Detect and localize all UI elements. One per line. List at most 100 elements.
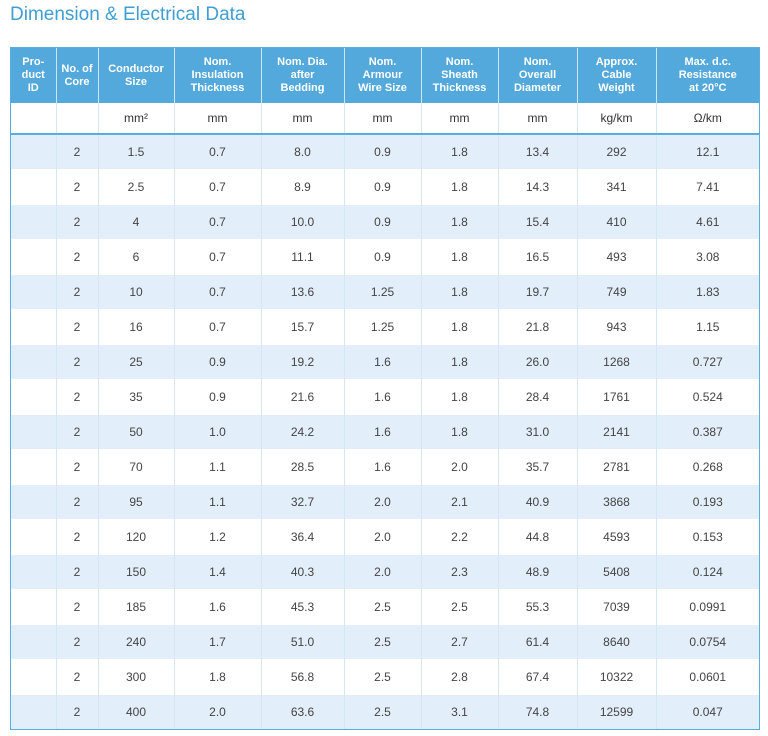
table-cell: 1.6 <box>343 344 421 380</box>
table-cell: 2.3 <box>420 554 498 590</box>
table-cell: 55.3 <box>497 589 577 625</box>
table-cell: 0.7 <box>173 274 261 310</box>
table-cell: 1.0 <box>173 414 261 450</box>
table-cell: 2 <box>55 624 98 660</box>
table-cell: 2.5 <box>343 659 421 695</box>
unit-cell <box>55 103 98 135</box>
table-row: 2 25 0.9 19.2 1.6 1.8 26.0 1268 0.727 <box>11 344 759 380</box>
header-armour-wire-size: Nom. Armour Wire Size <box>343 48 421 103</box>
unit-cell: Ω/km <box>655 103 759 135</box>
table-cell: 0.9 <box>173 379 261 415</box>
table-cell <box>11 204 56 240</box>
table-cell: 1.4 <box>173 554 261 590</box>
table-cell: 67.4 <box>497 659 577 695</box>
table-cell: 1.15 <box>655 309 759 345</box>
table-cell: 2 <box>55 204 98 240</box>
table-cell: 1.8 <box>420 169 498 205</box>
table-cell: 0.047 <box>655 694 759 729</box>
table-cell: 28.4 <box>497 379 577 415</box>
table-cell: 2.2 <box>420 519 498 555</box>
table-cell: 2 <box>55 274 98 310</box>
table-row: 2 240 1.7 51.0 2.5 2.7 61.4 8640 0.0754 <box>11 624 759 660</box>
table-cell: 1.6 <box>343 414 421 450</box>
table-cell: 28.5 <box>260 449 344 485</box>
table-cell: 0.9 <box>343 204 421 240</box>
table-row: 2 50 1.0 24.2 1.6 1.8 31.0 2141 0.387 <box>11 414 759 450</box>
table-cell: 1.8 <box>420 309 498 345</box>
table-cell: 63.6 <box>260 694 344 729</box>
table-cell: 1.25 <box>343 309 421 345</box>
table-cell: 35.7 <box>497 449 577 485</box>
table-cell <box>11 133 56 170</box>
table-cell: 2.5 <box>420 589 498 625</box>
table-cell <box>11 659 56 695</box>
table-cell: 95 <box>97 484 174 520</box>
table-cell <box>11 169 56 205</box>
table-cell: 16.5 <box>497 239 577 275</box>
table-cell: 31.0 <box>497 414 577 450</box>
table-cell: 48.9 <box>497 554 577 590</box>
table-cell: 19.2 <box>260 344 344 380</box>
header-dia-after-bedding: Nom. Dia. after Bedding <box>260 48 344 103</box>
table-cell: 0.7 <box>173 133 261 170</box>
table-row: 2 400 2.0 63.6 2.5 3.1 74.8 12599 0.047 <box>11 694 759 729</box>
table-cell: 493 <box>576 239 656 275</box>
table-cell: 185 <box>97 589 174 625</box>
table-cell: 10 <box>97 274 174 310</box>
table-cell: 2.5 <box>343 694 421 729</box>
table-cell: 410 <box>576 204 656 240</box>
units-row: mm² mm mm mm mm mm kg/km Ω/km <box>11 103 759 135</box>
table-cell <box>11 519 56 555</box>
table-cell: 32.7 <box>260 484 344 520</box>
header-conductor-size: Conductor Size <box>97 48 174 103</box>
table-cell: 13.6 <box>260 274 344 310</box>
table-cell: 70 <box>97 449 174 485</box>
table-cell: 21.6 <box>260 379 344 415</box>
header-dc-resistance: Max. d.c. Resistance at 20°C <box>655 48 759 103</box>
table-cell: 0.524 <box>655 379 759 415</box>
table-cell: 10322 <box>576 659 656 695</box>
table-cell: 8.9 <box>260 169 344 205</box>
header-insulation-thickness: Nom. Insulation Thickness <box>173 48 261 103</box>
table-cell <box>11 694 56 729</box>
table-cell: 25 <box>97 344 174 380</box>
table-cell: 0.9 <box>343 169 421 205</box>
table-cell: 2 <box>55 133 98 170</box>
table-cell: 0.0991 <box>655 589 759 625</box>
table-cell: 2 <box>55 239 98 275</box>
table-cell: 5408 <box>576 554 656 590</box>
table-cell: 1.2 <box>173 519 261 555</box>
table-cell: 56.8 <box>260 659 344 695</box>
table-cell: 0.727 <box>655 344 759 380</box>
table-cell: 44.8 <box>497 519 577 555</box>
table-row: 2 4 0.7 10.0 0.9 1.8 15.4 410 4.61 <box>11 204 759 240</box>
table-cell: 1.8 <box>173 659 261 695</box>
table-cell: 0.9 <box>173 344 261 380</box>
table-cell: 21.8 <box>497 309 577 345</box>
header-cable-weight: Approx. Cable Weight <box>576 48 656 103</box>
table-cell: 11.1 <box>260 239 344 275</box>
table-cell: 2 <box>55 379 98 415</box>
page-title: Dimension & Electrical Data <box>10 4 246 25</box>
unit-cell: mm <box>497 103 577 135</box>
table-cell <box>11 274 56 310</box>
table-cell: 24.2 <box>260 414 344 450</box>
table-row: 2 70 1.1 28.5 1.6 2.0 35.7 2781 0.268 <box>11 449 759 485</box>
table-cell: 1268 <box>576 344 656 380</box>
table-cell: 2.8 <box>420 659 498 695</box>
unit-cell: mm <box>420 103 498 135</box>
table-cell: 0.9 <box>343 133 421 170</box>
unit-cell: mm <box>173 103 261 135</box>
table-cell: 2.7 <box>420 624 498 660</box>
table-cell: 7039 <box>576 589 656 625</box>
table-cell: 2.0 <box>343 519 421 555</box>
table-cell: 300 <box>97 659 174 695</box>
table-cell: 2 <box>55 519 98 555</box>
table-cell: 1.83 <box>655 274 759 310</box>
table-cell: 2 <box>55 694 98 729</box>
table-cell: 2 <box>55 414 98 450</box>
table-cell: 1.6 <box>343 449 421 485</box>
table-cell: 2 <box>55 589 98 625</box>
table-row: 2 6 0.7 11.1 0.9 1.8 16.5 493 3.08 <box>11 239 759 275</box>
table-cell: 14.3 <box>497 169 577 205</box>
